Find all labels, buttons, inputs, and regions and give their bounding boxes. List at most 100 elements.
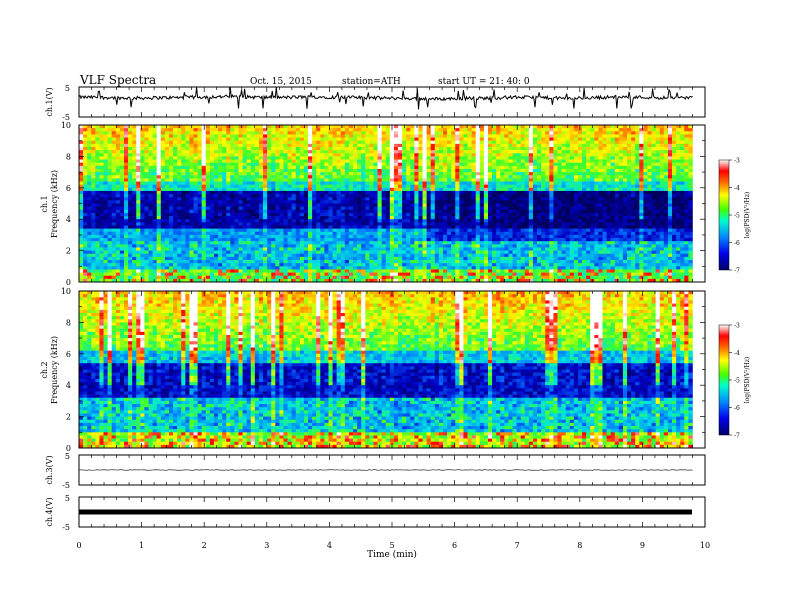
spec1-cell bbox=[189, 228, 194, 233]
spec1-cell bbox=[193, 168, 198, 173]
spec1-cell bbox=[209, 263, 215, 267]
spec1-cell bbox=[152, 184, 158, 189]
spec1-cell bbox=[463, 184, 468, 189]
spec1-cell bbox=[185, 172, 190, 176]
spec1-cell bbox=[132, 190, 137, 195]
ch1-waveform-line bbox=[78, 87, 693, 110]
spec1-cell bbox=[136, 266, 141, 270]
spec1-cell bbox=[426, 159, 432, 163]
spec1-cell bbox=[115, 231, 121, 236]
spec1-cell bbox=[385, 256, 391, 261]
spec1-cell bbox=[103, 231, 108, 236]
spec1-cell bbox=[164, 256, 170, 261]
spec1-cell bbox=[414, 178, 419, 182]
spec1-cell bbox=[230, 125, 235, 129]
spec1-cell bbox=[406, 162, 411, 167]
spec1-cell bbox=[287, 231, 292, 236]
spec1-cell bbox=[222, 275, 227, 280]
spec1-cell bbox=[393, 231, 399, 236]
spec1-cell bbox=[340, 168, 346, 173]
spec1-cell bbox=[312, 131, 317, 135]
spec1-cell bbox=[426, 247, 432, 251]
spec1-cell bbox=[291, 269, 297, 273]
spec1-cell bbox=[181, 175, 186, 179]
spec1-cell bbox=[463, 253, 468, 258]
spec1-cell bbox=[164, 272, 170, 277]
spec1-cell bbox=[87, 178, 92, 182]
spec1-cell bbox=[320, 140, 325, 145]
spec1-cell bbox=[83, 275, 88, 280]
spec1-cell bbox=[275, 172, 280, 176]
spec1-cell bbox=[451, 187, 456, 192]
spec1-cell bbox=[430, 225, 436, 229]
spec1-cell bbox=[332, 190, 337, 195]
spec1-cell bbox=[418, 209, 423, 214]
spec1-cell bbox=[177, 150, 182, 154]
spec1-cell bbox=[123, 247, 129, 251]
spec1-cell bbox=[389, 137, 395, 141]
spec1-cell bbox=[402, 260, 407, 264]
spec1-cell bbox=[79, 137, 84, 141]
spec1-cell bbox=[213, 203, 219, 207]
spec1-cell bbox=[234, 266, 239, 270]
spec1-cell bbox=[193, 150, 198, 154]
spec1-cell bbox=[365, 128, 370, 132]
spec1-cell bbox=[119, 206, 125, 211]
spec1-cell bbox=[467, 162, 472, 167]
spec1-cell bbox=[152, 153, 158, 157]
spec1-cell bbox=[201, 153, 207, 157]
spec1-cell bbox=[136, 172, 141, 176]
spec1-cell bbox=[95, 219, 100, 223]
spec1-cell bbox=[205, 175, 211, 179]
spec1-cell bbox=[87, 219, 92, 223]
spec1-cell bbox=[402, 234, 407, 239]
spec1-cell bbox=[447, 165, 452, 170]
spec1-cell bbox=[308, 187, 313, 192]
spec1-cell bbox=[320, 231, 325, 236]
spec1-cell bbox=[459, 128, 464, 132]
spec1-cell bbox=[414, 209, 419, 214]
spec1-cell bbox=[361, 197, 366, 201]
spec1-cell bbox=[295, 165, 301, 170]
spec1-cell bbox=[299, 253, 305, 258]
spec1-cell bbox=[258, 228, 264, 233]
spec1-cell bbox=[160, 134, 166, 138]
spec1-cell bbox=[136, 241, 141, 245]
spec1-cell bbox=[402, 184, 407, 189]
spec1-cell bbox=[218, 219, 223, 223]
spec1-cell bbox=[254, 225, 260, 229]
spec1-cell bbox=[344, 168, 350, 173]
spec1-cell bbox=[173, 140, 178, 145]
spec1-cell bbox=[303, 231, 309, 236]
spec1-cell bbox=[136, 131, 141, 135]
spec1-cell bbox=[332, 203, 337, 207]
spec1-cell bbox=[197, 222, 202, 226]
ch1-ytick-bottom: -5 bbox=[62, 113, 70, 122]
spec1-cell bbox=[410, 125, 415, 129]
spec1-cell bbox=[299, 263, 305, 267]
spec1-cell bbox=[377, 263, 382, 267]
spec1-cell bbox=[410, 260, 415, 264]
spec1-cell bbox=[79, 168, 84, 173]
spec1-cell bbox=[234, 162, 239, 167]
spec1-cell bbox=[164, 209, 170, 214]
spec1-cell bbox=[99, 263, 104, 267]
spec1-cell bbox=[226, 200, 231, 204]
spec1-cell bbox=[455, 238, 460, 242]
spec1-cell bbox=[340, 137, 346, 141]
spec1-cell bbox=[238, 178, 243, 182]
spec1-cell bbox=[393, 131, 399, 135]
spec1-cell bbox=[258, 272, 264, 277]
spec1-cell bbox=[398, 269, 403, 273]
spec1-cell bbox=[160, 219, 166, 223]
spec1-cell bbox=[95, 238, 100, 242]
spec1-cell bbox=[393, 250, 399, 255]
spec1-cell bbox=[422, 159, 427, 163]
spec1-cell bbox=[361, 222, 366, 226]
spec1-cell bbox=[398, 212, 403, 217]
spec1-cell bbox=[111, 178, 117, 182]
spec1-cell bbox=[213, 216, 219, 220]
spec1-cell bbox=[213, 263, 219, 267]
spec1-cell bbox=[475, 184, 481, 189]
spec1-cell bbox=[168, 238, 174, 242]
